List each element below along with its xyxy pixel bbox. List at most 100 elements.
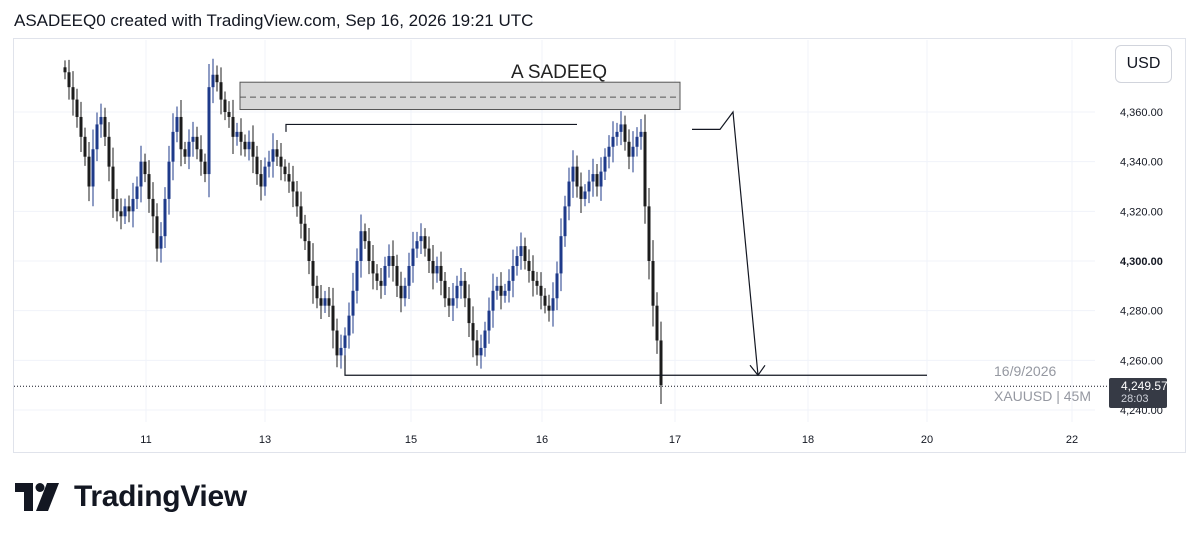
- candle-body: [315, 285, 319, 299]
- candle-body: [507, 280, 511, 291]
- candle-body: [427, 248, 431, 261]
- candle: [111, 147, 115, 218]
- candle-body: [259, 174, 263, 187]
- candle-body: [219, 82, 223, 100]
- candle: [303, 214, 307, 250]
- candle-body: [383, 265, 387, 286]
- candle: [555, 261, 559, 311]
- candle-body: [459, 280, 463, 286]
- candle: [223, 91, 227, 121]
- candle: [227, 101, 231, 128]
- candle-body: [575, 166, 579, 187]
- supply-zone: [239, 81, 681, 111]
- symbol-watermark: XAUUSD | 45M: [994, 388, 1091, 404]
- candle: [543, 288, 547, 314]
- candle: [95, 112, 99, 162]
- candle-body: [323, 298, 327, 306]
- candle-body: [355, 261, 359, 291]
- candle: [451, 282, 455, 321]
- candle-body: [179, 116, 183, 150]
- candle-body: [203, 161, 207, 175]
- candle: [323, 290, 327, 314]
- last-price-tag: 4,249.57 28:03: [1109, 378, 1168, 408]
- candle: [283, 159, 287, 182]
- candle-body: [399, 285, 403, 299]
- candle-body: [339, 347, 343, 356]
- y-tick-label: 4,280.00: [1120, 306, 1163, 318]
- candle-body: [183, 149, 187, 157]
- candle-body: [327, 298, 331, 306]
- currency-button[interactable]: USD: [1115, 45, 1172, 83]
- candle: [403, 277, 407, 307]
- candle-body: [311, 261, 315, 286]
- candle-body: [143, 161, 147, 175]
- candle: [651, 240, 655, 327]
- candle-body: [595, 174, 599, 187]
- y-axis-ticks: 4,360.00 4,340.00 4,320.00 4,300.00 4,280.00…: [1120, 107, 1163, 417]
- candle-body: [87, 156, 91, 187]
- candle-body: [171, 131, 175, 162]
- candle-body: [119, 211, 123, 217]
- candle: [219, 67, 223, 115]
- candle-body: [343, 335, 347, 348]
- candle: [467, 284, 471, 337]
- candle-body: [511, 265, 515, 281]
- candle-body: [615, 131, 619, 137]
- candle: [407, 252, 411, 299]
- candle: [155, 203, 159, 262]
- candle-body: [659, 340, 663, 386]
- candle: [103, 107, 107, 147]
- candle-body: [167, 161, 171, 199]
- candle-body: [223, 99, 227, 112]
- candle-body: [235, 131, 239, 137]
- candle: [123, 198, 127, 224]
- candle: [315, 275, 319, 309]
- x-tick-label: 11: [140, 434, 151, 446]
- candle-body: [191, 136, 195, 142]
- candle-body: [623, 124, 627, 142]
- candle: [411, 231, 415, 283]
- candle: [639, 118, 643, 150]
- candle-body: [539, 285, 543, 296]
- candles: [63, 58, 663, 405]
- candle-body: [599, 171, 603, 187]
- candle: [419, 223, 423, 255]
- candle-body: [271, 149, 275, 162]
- candle-body: [211, 74, 215, 88]
- candle-body: [475, 340, 479, 356]
- candle: [655, 292, 659, 354]
- candle: [319, 284, 323, 319]
- candle: [515, 246, 519, 276]
- candle-body: [435, 265, 439, 274]
- candle-body: [619, 124, 623, 132]
- candle: [591, 158, 595, 197]
- candle-body: [379, 280, 383, 286]
- candle: [455, 275, 459, 309]
- candle: [295, 181, 299, 217]
- candle-body: [375, 273, 379, 281]
- candle-body: [263, 166, 267, 187]
- candle-body: [159, 236, 163, 249]
- candle: [203, 153, 207, 183]
- candle: [615, 122, 619, 146]
- candle-body: [403, 285, 407, 299]
- candle-body: [611, 136, 615, 147]
- candle: [659, 321, 663, 405]
- candle: [587, 169, 591, 204]
- candle-body: [243, 141, 247, 150]
- candle-body: [187, 141, 191, 157]
- candle-body: [555, 273, 559, 299]
- x-tick-label: 18: [802, 434, 814, 446]
- candle-body: [583, 191, 587, 199]
- candle-body: [523, 246, 527, 261]
- candle: [159, 222, 163, 263]
- candle: [291, 165, 295, 208]
- candle-body: [499, 285, 503, 296]
- candle: [347, 302, 351, 349]
- candle-body: [431, 261, 435, 274]
- candle: [187, 129, 191, 170]
- candle: [287, 162, 291, 193]
- candle-body: [647, 206, 651, 261]
- candle: [259, 160, 263, 201]
